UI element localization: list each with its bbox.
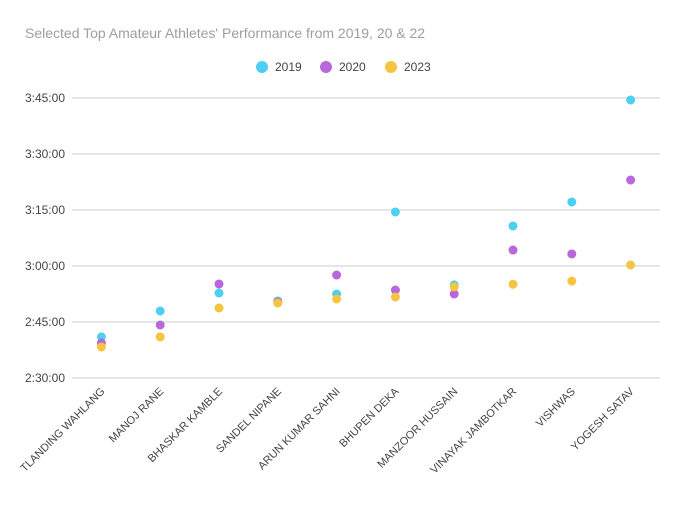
point-2019-9[interactable] (626, 95, 636, 105)
point-2020-2[interactable] (214, 279, 224, 289)
data-points (96, 95, 636, 352)
point-2020-7[interactable] (508, 245, 518, 255)
point-2020-5[interactable] (390, 285, 400, 295)
y-tick-label: 2:30:00 (25, 371, 65, 385)
gridlines (72, 97, 660, 379)
x-tick-label: VISHWAS (534, 386, 578, 430)
point-2019-1[interactable] (155, 306, 165, 316)
legend-item-2023[interactable]: 2023 (385, 60, 431, 74)
point-2020-1[interactable] (155, 320, 165, 330)
legend-label: 2020 (339, 60, 366, 74)
legend-marker (320, 61, 332, 73)
x-tick-label: SANDEL NIPANE (214, 386, 284, 456)
point-2023-5[interactable] (390, 292, 400, 302)
legend-marker (385, 61, 397, 73)
point-2023-4[interactable] (332, 294, 342, 304)
point-2020-9[interactable] (626, 175, 636, 185)
legend: 2019 2020 2023 (256, 60, 431, 74)
x-tick-label: MANOJ RANE (107, 386, 166, 445)
point-2023-6[interactable] (449, 282, 459, 292)
legend-label: 2019 (275, 60, 302, 74)
point-2023-3[interactable] (273, 298, 283, 308)
y-axis: 2:30:00 2:45:00 3:00:00 3:15:00 3:30:00 3:45:… (25, 91, 65, 385)
point-2019-5[interactable] (390, 207, 400, 217)
point-2023-2[interactable] (214, 303, 224, 313)
y-tick-label: 3:15:00 (25, 203, 65, 217)
y-tick-label: 3:45:00 (25, 91, 65, 105)
point-2023-8[interactable] (567, 276, 577, 286)
point-2019-2[interactable] (214, 288, 224, 298)
x-tick-label: YOGESH SATAV (569, 385, 637, 453)
legend-marker (256, 61, 268, 73)
legend-label: 2023 (404, 60, 431, 74)
point-2023-7[interactable] (508, 279, 518, 289)
point-2020-8[interactable] (567, 249, 577, 259)
legend-item-2019[interactable]: 2019 (256, 60, 302, 74)
point-2023-1[interactable] (155, 332, 165, 342)
y-tick-label: 3:00:00 (25, 259, 65, 273)
point-2020-4[interactable] (332, 270, 342, 280)
point-2023-0[interactable] (96, 342, 106, 352)
y-tick-label: 2:45:00 (25, 315, 65, 329)
point-2023-9[interactable] (626, 260, 636, 270)
point-2019-8[interactable] (567, 197, 577, 207)
y-tick-label: 3:30:00 (25, 147, 65, 161)
x-tick-label: BHUPEN DEKA (337, 385, 402, 450)
x-tick-label: TLANDING WAHLANG (19, 386, 108, 475)
chart-title: Selected Top Amateur Athletes' Performan… (25, 25, 425, 41)
point-2020-6[interactable] (449, 289, 459, 299)
point-2019-7[interactable] (508, 221, 518, 231)
legend-item-2020[interactable]: 2020 (320, 60, 366, 74)
